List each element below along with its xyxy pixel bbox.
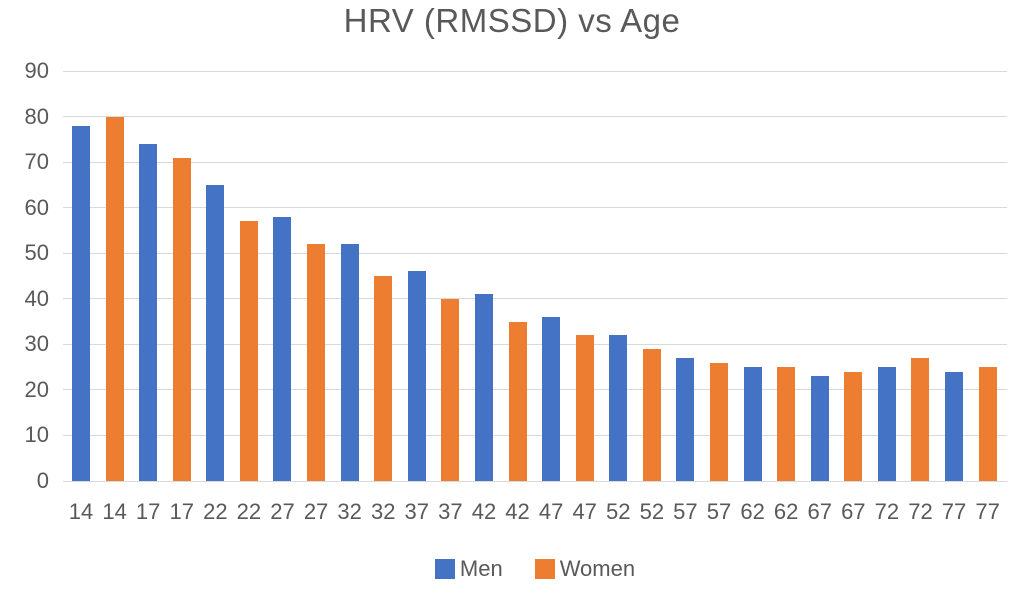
bar-men-57 xyxy=(676,358,695,481)
gridline-0 xyxy=(63,480,1007,482)
x-tick-label-women-67: 67 xyxy=(841,499,866,524)
x-tick-label-women-32: 32 xyxy=(370,499,396,524)
x-tick-label-men-72: 72 xyxy=(874,499,900,524)
bar-men-42 xyxy=(474,294,493,481)
legend-item-women: Women xyxy=(534,556,636,581)
x-tick-label-women-22: 22 xyxy=(236,499,262,524)
bar-men-77 xyxy=(945,371,964,481)
bar-men-22 xyxy=(206,184,225,481)
x-tick-label-men-57: 57 xyxy=(673,499,698,524)
y-tick-label-70: 70 xyxy=(24,149,49,175)
y-tick-label-30: 30 xyxy=(24,331,49,357)
gridline-10 xyxy=(63,434,1007,436)
x-tick-label-women-42: 42 xyxy=(505,499,530,524)
x-tick-label-men-42: 42 xyxy=(471,499,497,524)
gridline-20 xyxy=(63,389,1007,391)
y-tick-label-60: 60 xyxy=(24,194,49,220)
x-tick-label-men-77: 77 xyxy=(941,499,967,524)
x-tick-label-men-52: 52 xyxy=(606,499,631,524)
legend-label-women: Women xyxy=(559,556,636,581)
gridline-80 xyxy=(63,116,1007,118)
bar-women-14 xyxy=(105,116,124,481)
y-tick-label-20: 20 xyxy=(24,376,49,402)
x-tick-label-men-32: 32 xyxy=(337,499,362,524)
x-tick-label-men-22: 22 xyxy=(203,499,228,524)
bar-women-57 xyxy=(709,362,728,481)
gridline-40 xyxy=(63,298,1007,300)
x-tick-label-women-17: 17 xyxy=(169,499,194,524)
y-tick-label-50: 50 xyxy=(24,240,49,266)
bar-men-47 xyxy=(542,317,561,481)
chart-title: HRV (RMSSD) vs Age xyxy=(343,2,681,39)
x-tick-label-women-47: 47 xyxy=(572,499,597,524)
bar-women-52 xyxy=(642,348,661,481)
x-tick-label-men-67: 67 xyxy=(807,499,832,524)
x-tick-label-men-37: 37 xyxy=(404,499,430,524)
legend: Men Women xyxy=(63,558,1007,580)
bars-row xyxy=(63,71,1007,481)
x-tick-label-women-14: 14 xyxy=(102,499,127,524)
bar-men-32 xyxy=(340,244,359,481)
bar-men-52 xyxy=(609,335,628,481)
bar-women-37 xyxy=(441,298,460,481)
plot-area xyxy=(63,70,1007,482)
x-tick-label-men-14: 14 xyxy=(68,499,94,524)
bar-women-17 xyxy=(172,157,191,481)
gridline-60 xyxy=(63,207,1007,209)
x-axis: 14 14 17 17 22 22 27 27 32 32 37 37 42 42 47 47 52 52 57 57… xyxy=(63,500,1007,524)
bar-men-17 xyxy=(139,143,158,481)
bar-women-62 xyxy=(777,367,796,481)
x-tick-label-men-62: 62 xyxy=(740,499,765,524)
legend-swatch-men xyxy=(434,559,455,579)
y-tick-label-0: 0 xyxy=(36,468,49,493)
x-tick-label-women-37: 37 xyxy=(438,499,463,524)
bar-men-37 xyxy=(407,271,426,481)
bar-women-67 xyxy=(844,371,863,481)
bar-men-62 xyxy=(743,367,762,481)
x-tick-label-women-27: 27 xyxy=(303,499,329,524)
gridline-30 xyxy=(63,343,1007,345)
gridline-70 xyxy=(63,161,1007,163)
bar-women-22 xyxy=(239,221,258,481)
gridline-50 xyxy=(63,252,1007,254)
y-tick-label-80: 80 xyxy=(24,103,49,129)
x-tick-label-men-27: 27 xyxy=(270,499,295,524)
legend-label-men: Men xyxy=(459,556,503,581)
y-tick-label-40: 40 xyxy=(24,285,49,311)
bar-women-32 xyxy=(374,276,393,481)
bar-men-27 xyxy=(273,216,292,481)
bar-women-47 xyxy=(575,335,594,481)
bar-women-42 xyxy=(508,321,527,481)
bar-men-72 xyxy=(877,367,896,481)
x-tick-label-women-62: 62 xyxy=(773,499,799,524)
bar-men-14 xyxy=(72,125,90,481)
gridline-90 xyxy=(63,70,1007,72)
x-tick-label-men-47: 47 xyxy=(538,499,564,524)
x-tick-label-women-77: 77 xyxy=(975,499,1000,524)
legend-swatch-women xyxy=(534,559,555,579)
x-tick-label-men-17: 17 xyxy=(135,499,161,524)
bar-women-27 xyxy=(307,244,326,481)
y-tick-label-90: 90 xyxy=(24,58,49,83)
x-tick-label-women-72: 72 xyxy=(908,499,933,524)
legend-item-men: Men xyxy=(434,556,503,581)
bar-women-72 xyxy=(911,358,930,481)
x-tick-label-women-57: 57 xyxy=(706,499,732,524)
bar-women-77 xyxy=(978,367,997,481)
y-tick-label-10: 10 xyxy=(24,422,49,448)
x-tick-label-women-52: 52 xyxy=(639,499,665,524)
bar-men-67 xyxy=(810,376,829,481)
y-axis: 0 10 20 30 40 50 60 70 80 90 xyxy=(0,60,49,492)
